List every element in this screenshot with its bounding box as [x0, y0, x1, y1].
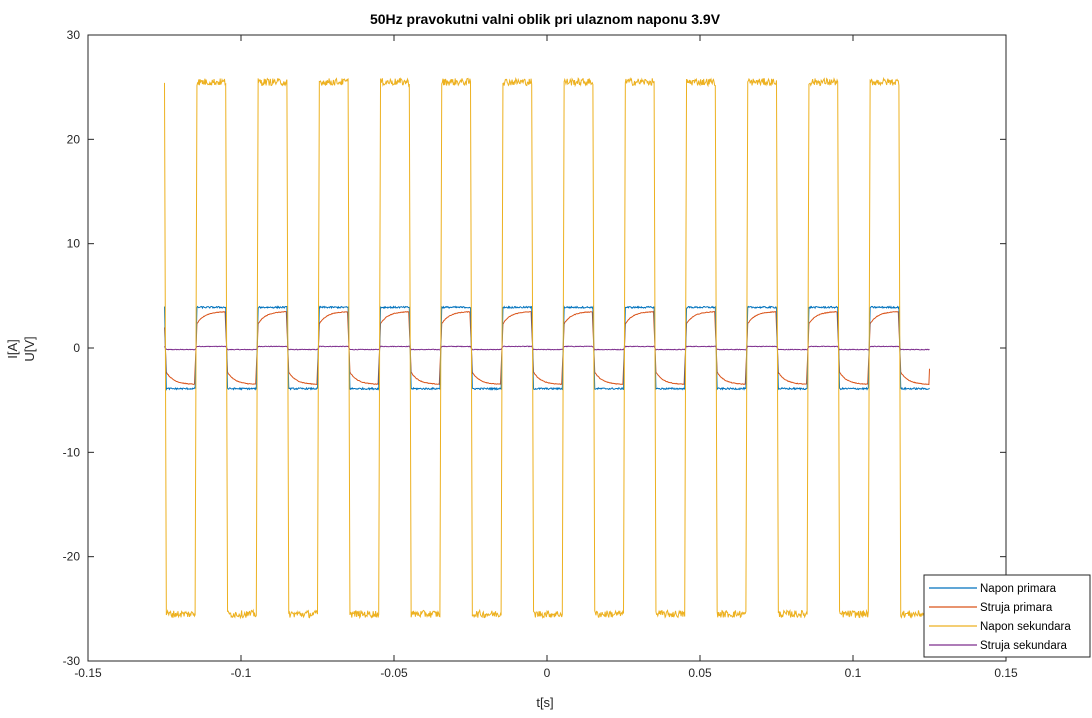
x-tick-label: -0.1	[231, 666, 252, 680]
axes-group: -0.15 -0.1 -0.05 0 0.05 0.1 0.15 -30 -20 -10 0 10 20…	[63, 28, 1018, 680]
series-line-struja-primara	[164, 310, 930, 386]
y-tick-label: -10	[63, 445, 81, 459]
y-axis-label-current: I[A]	[5, 339, 20, 359]
x-tick-label: 0	[544, 666, 551, 680]
series-line-napon-primara	[164, 304, 930, 392]
y-axis-label-voltage: U[V]	[22, 336, 37, 361]
plot-area	[88, 35, 1006, 661]
x-tick-label: 0.1	[845, 666, 862, 680]
x-tick-label: -0.05	[380, 666, 408, 680]
legend-label-struja-sekundara: Struja sekundara	[980, 640, 1068, 652]
series-group	[164, 76, 930, 620]
x-tick-label: -0.15	[74, 666, 102, 680]
y-tick-label: 30	[67, 28, 81, 42]
legend: Napon primara Struja primara Napon sekunda…	[923, 574, 1091, 658]
legend-label-napon-primara: Napon primara	[980, 583, 1057, 595]
x-tick-label: 0.05	[688, 666, 712, 680]
y-tick-label: -20	[63, 550, 81, 564]
series-line-struja-sekundara	[164, 345, 930, 351]
x-axis-label: t[s]	[536, 695, 553, 710]
chart-title: 50Hz pravokutni valni oblik pri ulaznom …	[370, 11, 721, 27]
y-tick-label: 20	[67, 132, 81, 146]
plot-background	[88, 35, 1006, 661]
legend-label-struja-primara: Struja primara	[980, 602, 1053, 614]
x-tick-label: 0.15	[994, 666, 1018, 680]
legend-label-napon-sekundara: Napon sekundara	[980, 621, 1071, 633]
y-tick-label: 10	[67, 237, 81, 251]
y-tick-label: -30	[63, 654, 81, 668]
y-tick-label: 0	[73, 341, 80, 355]
series-line-napon-sekundara	[164, 76, 930, 620]
legend-box	[923, 574, 1091, 658]
